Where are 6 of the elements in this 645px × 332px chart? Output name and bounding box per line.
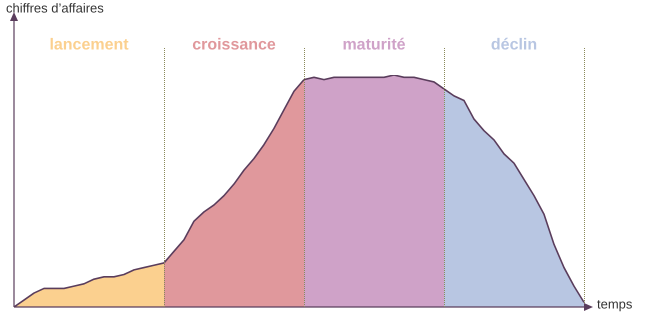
text: lancement: [49, 36, 130, 54]
y-axis-title: chiffres d’affaires: [6, 0, 104, 16]
text: croissance: [192, 36, 276, 54]
text: déclin: [490, 36, 538, 54]
series-label: maturité: [342, 36, 406, 54]
x-axis-title: temps: [597, 296, 633, 312]
